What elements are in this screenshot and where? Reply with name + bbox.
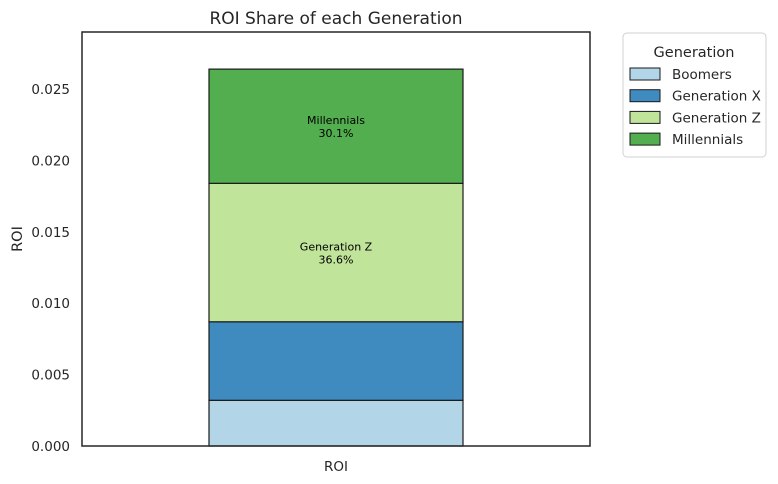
- x-axis-ticks: ROI: [324, 459, 348, 475]
- legend-item-label: Boomers: [672, 67, 732, 83]
- y-tick-label: 0.020: [31, 153, 70, 169]
- legend-title: Generation: [654, 45, 735, 61]
- y-tick-label: 0.000: [31, 439, 70, 455]
- y-tick-label: 0.025: [31, 82, 70, 98]
- y-tick-label: 0.015: [31, 225, 70, 241]
- y-tick-label: 0.005: [31, 368, 70, 384]
- bar-segment-boomers: [208, 399, 464, 447]
- legend-box: [622, 32, 767, 158]
- legend-item-label: Millennials: [672, 132, 743, 148]
- segment-label-name: Millennials: [307, 114, 365, 127]
- legend-item-label: Generation X: [672, 89, 761, 105]
- y-axis-label: ROI: [10, 226, 26, 252]
- legend-swatch: [629, 132, 661, 146]
- bar-segment-generation-z: [208, 182, 464, 323]
- y-tick-label: 0.010: [31, 296, 70, 312]
- bar-segment-millennials: [208, 68, 464, 184]
- segment-label-percent: 30.1%: [319, 127, 354, 140]
- legend-swatch: [629, 110, 661, 124]
- plot-frame: [81, 31, 591, 447]
- y-axis-ticks: 0.000 0.005 0.010 0.015 0.020 0.025: [31, 82, 70, 455]
- legend-swatch: [629, 67, 661, 81]
- bar-segment-generation-x: [208, 321, 464, 401]
- segment-label-percent: 36.6%: [319, 254, 354, 267]
- segment-label-name: Generation Z: [300, 241, 373, 254]
- x-tick-label: ROI: [324, 459, 348, 475]
- legend: Generation Boomers Generation X Generation …: [622, 32, 767, 158]
- legend-swatch: [629, 89, 661, 103]
- legend-item-label: Generation Z: [672, 110, 761, 126]
- chart-title: ROI Share of each Generation: [209, 9, 462, 29]
